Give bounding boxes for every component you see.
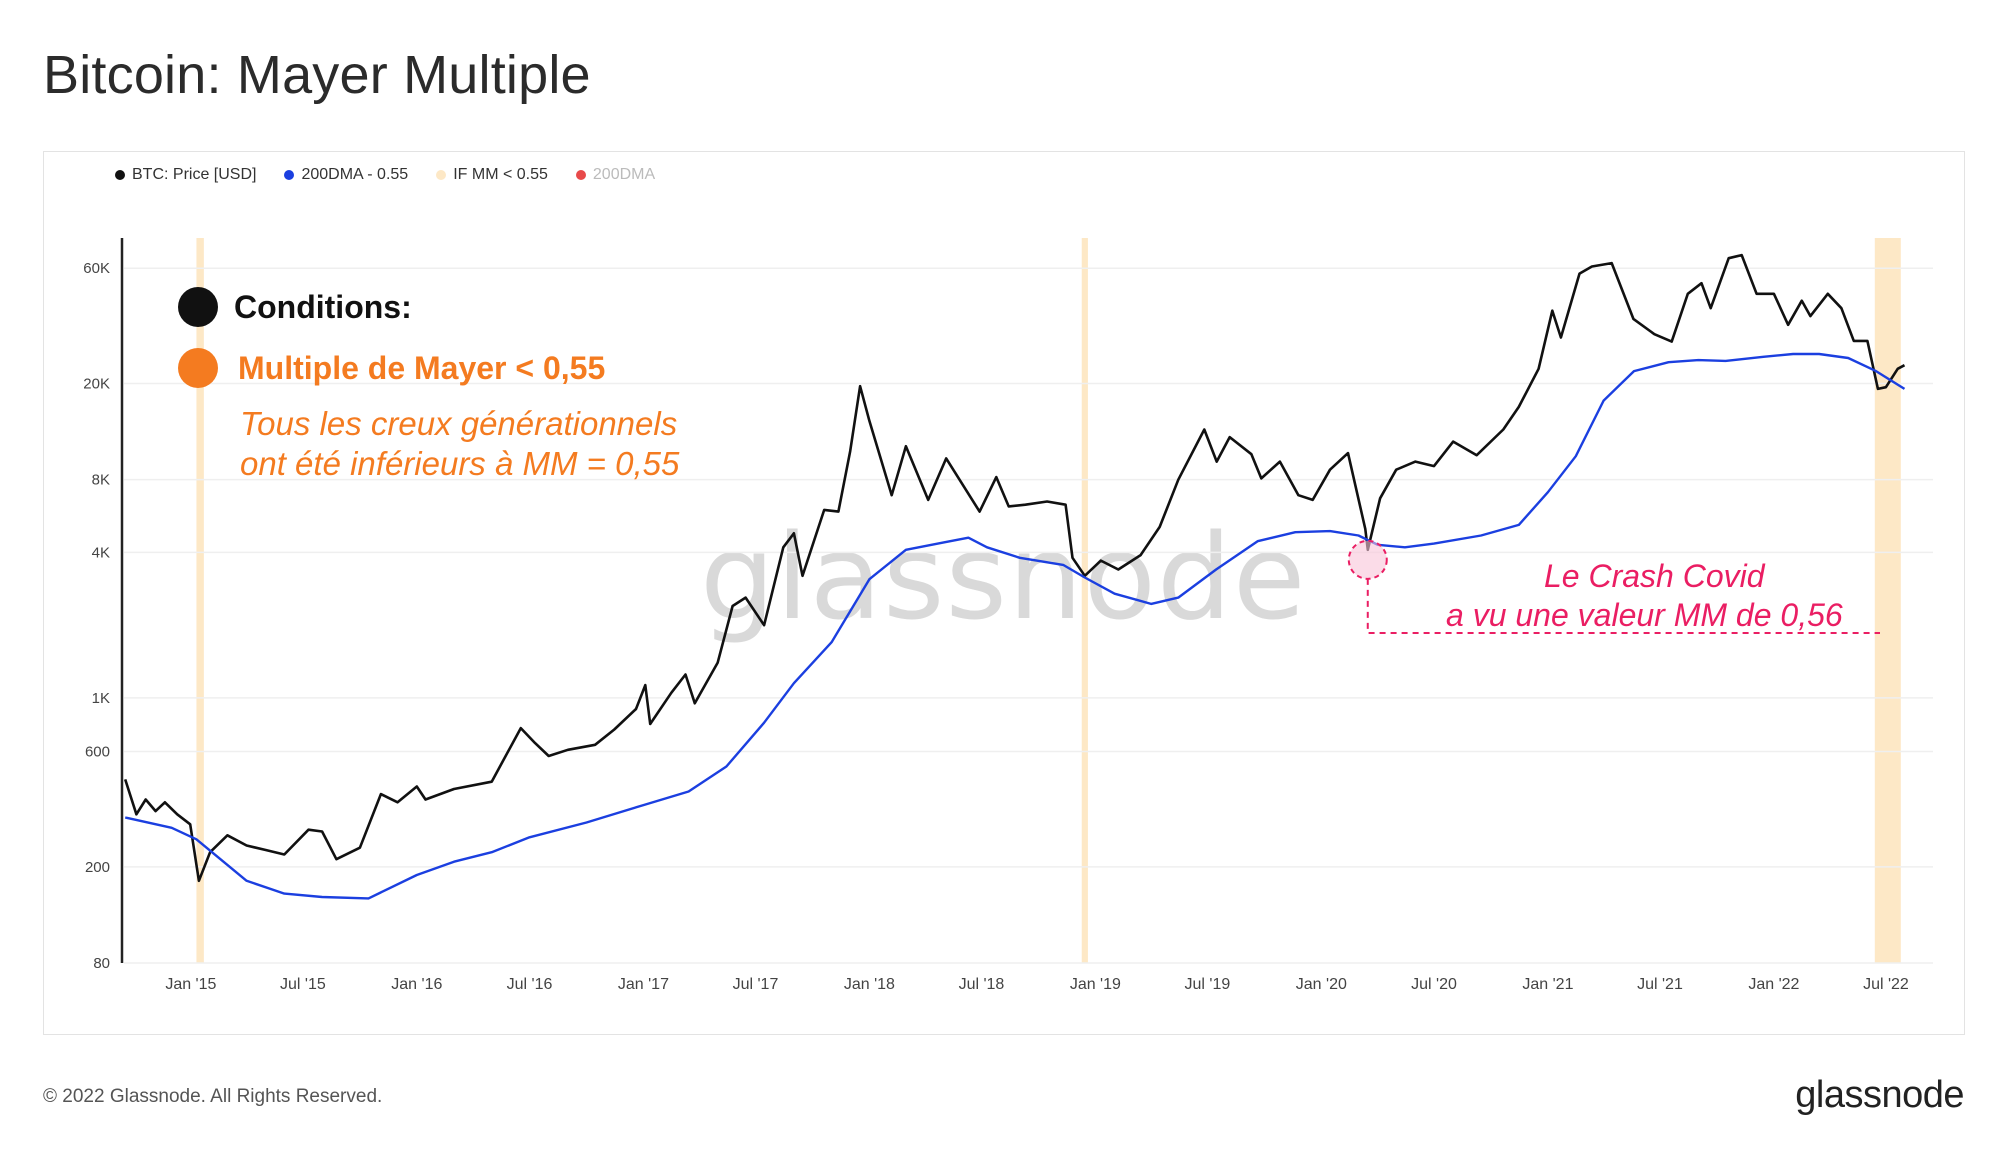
condition-dot: [178, 348, 218, 388]
grid-lines: [124, 267, 1933, 964]
legend-200dma-dot: [575, 170, 586, 180]
x-tick-label: Jan '17: [618, 976, 669, 993]
legend-dma-label: 200DMA - 0.55: [301, 166, 409, 183]
legend-item-price[interactable]: BTC: Price [USD]: [115, 166, 256, 184]
highlight-band-2: [1874, 238, 1901, 963]
note-line-2: ont été inférieurs à MM = 0,55: [240, 445, 680, 482]
copyright: © 2022 Glassnode. All Rights Reserved.: [43, 1086, 383, 1107]
y-axis-ticks: 80 200 600 1K 4K 8K 20K 60K: [83, 260, 110, 972]
x-tick-label: Jan '21: [1522, 976, 1573, 993]
covid-note-line-2: a vu une valeur MM de 0,56: [1446, 597, 1843, 633]
chart-legend: BTC: Price [USD] 200DMA - 0.55 IF MM < 0…: [115, 166, 655, 184]
x-axis-ticks: Jan '15 Jul '15 Jan '16 Jul '16 Jan '17 Jul '…: [165, 976, 1909, 993]
x-tick-label: Jul '21: [1637, 976, 1683, 993]
dma-line: [124, 352, 1906, 900]
legend-price-label: BTC: Price [USD]: [132, 166, 257, 183]
x-tick-label: Jul '20: [1411, 976, 1457, 993]
legend-condition-dot: [436, 170, 447, 180]
condition-label: Multiple de Mayer < 0,55: [238, 349, 606, 386]
legend-price-dot: [115, 170, 125, 180]
x-tick-label: Jul '18: [959, 976, 1005, 993]
legend-condition-label: IF MM < 0.55: [453, 166, 548, 183]
note-line-1: Tous les creux générationnels: [240, 405, 678, 442]
conditions-dot: [178, 287, 218, 327]
x-tick-label: Jan '15: [165, 976, 216, 993]
highlight-bands: [196, 238, 1901, 963]
covid-note-line-1: Le Crash Covid: [1544, 558, 1765, 594]
chart-frame: [43, 151, 1965, 1035]
y-tick-label: 600: [85, 744, 110, 761]
y-tick-label: 80: [93, 955, 110, 972]
x-tick-label: Jan '16: [391, 976, 442, 993]
y-tick-label: 60K: [83, 260, 110, 277]
y-tick-label: 8K: [92, 472, 110, 489]
legend-item-dma[interactable]: 200DMA - 0.55: [284, 166, 408, 184]
x-tick-label: Jul '17: [733, 976, 779, 993]
price-line: [123, 253, 1906, 883]
conditions-title: Conditions:: [234, 288, 412, 325]
glassnode-logo: glassnode: [1795, 1074, 1964, 1116]
x-tick-label: Jul '16: [507, 976, 553, 993]
conditions-heading: Conditions:: [178, 287, 412, 327]
x-tick-label: Jul '15: [280, 976, 326, 993]
x-tick-label: Jan '22: [1748, 976, 1799, 993]
legend-item-200dma[interactable]: 200DMA: [575, 166, 656, 184]
y-tick-label: 20K: [83, 375, 110, 392]
legend-item-condition[interactable]: IF MM < 0.55: [436, 166, 548, 184]
x-tick-label: Jul '19: [1185, 976, 1231, 993]
covid-annotation: [1347, 539, 1880, 634]
x-tick-label: Jan '20: [1296, 976, 1347, 993]
highlight-band-1: [1081, 238, 1088, 963]
page-title: Bitcoin: Mayer Multiple: [43, 45, 591, 105]
highlight-band-0: [196, 238, 204, 963]
y-tick-label: 200: [85, 859, 110, 876]
covid-marker: [1347, 539, 1388, 580]
x-tick-label: Jan '19: [1070, 976, 1121, 993]
condition-item: Multiple de Mayer < 0,55: [178, 348, 605, 388]
y-tick-label: 1K: [92, 690, 110, 707]
legend-200dma-label: 200DMA: [592, 166, 656, 183]
x-tick-label: Jul '22: [1863, 976, 1909, 993]
series-lines: [123, 253, 1906, 900]
x-tick-label: Jan '18: [844, 976, 895, 993]
y-tick-label: 4K: [92, 544, 110, 561]
legend-dma-dot: [284, 170, 295, 180]
